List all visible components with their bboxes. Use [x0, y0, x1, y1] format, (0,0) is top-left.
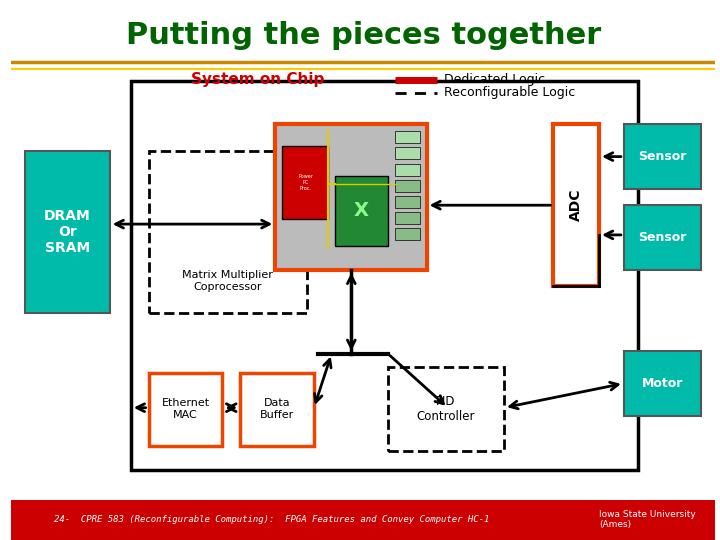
Text: Sensor: Sensor	[639, 150, 687, 163]
Text: Matrix Multiplier
Coprocessor: Matrix Multiplier Coprocessor	[182, 270, 273, 292]
Text: Reconfigurable Logic: Reconfigurable Logic	[444, 86, 575, 99]
FancyBboxPatch shape	[388, 367, 504, 451]
FancyBboxPatch shape	[131, 81, 638, 470]
FancyBboxPatch shape	[624, 205, 701, 270]
FancyBboxPatch shape	[395, 180, 420, 192]
Text: Motor: Motor	[642, 377, 683, 390]
Text: PID
Controller: PID Controller	[417, 395, 475, 423]
FancyBboxPatch shape	[282, 146, 328, 219]
Text: Dedicated Logic: Dedicated Logic	[444, 73, 545, 86]
FancyBboxPatch shape	[395, 212, 420, 224]
FancyBboxPatch shape	[148, 373, 222, 446]
FancyBboxPatch shape	[25, 151, 110, 313]
Text: DRAM
Or
SRAM: DRAM Or SRAM	[44, 209, 91, 255]
Text: X: X	[354, 201, 369, 220]
FancyBboxPatch shape	[395, 147, 420, 159]
Text: 24-  CPRE 583 (Reconfigurable Computing):  FPGA Features and Convey Computer HC-: 24- CPRE 583 (Reconfigurable Computing):…	[54, 515, 490, 524]
Bar	[12, 500, 715, 540]
Text: Iowa State University
(Ames): Iowa State University (Ames)	[599, 510, 696, 529]
FancyBboxPatch shape	[335, 176, 388, 246]
FancyBboxPatch shape	[624, 351, 701, 416]
FancyBboxPatch shape	[554, 124, 599, 286]
FancyBboxPatch shape	[395, 196, 420, 208]
FancyBboxPatch shape	[275, 124, 427, 270]
Text: Data
Buffer: Data Buffer	[260, 399, 294, 420]
FancyBboxPatch shape	[395, 164, 420, 176]
Text: Power
PC
Proc.: Power PC Proc.	[298, 174, 313, 191]
Text: Ethernet
MAC: Ethernet MAC	[161, 399, 210, 420]
Text: ADC: ADC	[570, 189, 583, 221]
FancyBboxPatch shape	[624, 124, 701, 189]
Text: System on Chip: System on Chip	[191, 72, 324, 87]
FancyBboxPatch shape	[395, 228, 420, 240]
FancyBboxPatch shape	[240, 373, 314, 446]
Text: Sensor: Sensor	[639, 231, 687, 244]
FancyBboxPatch shape	[395, 131, 420, 143]
Text: Putting the pieces together: Putting the pieces together	[126, 21, 601, 50]
